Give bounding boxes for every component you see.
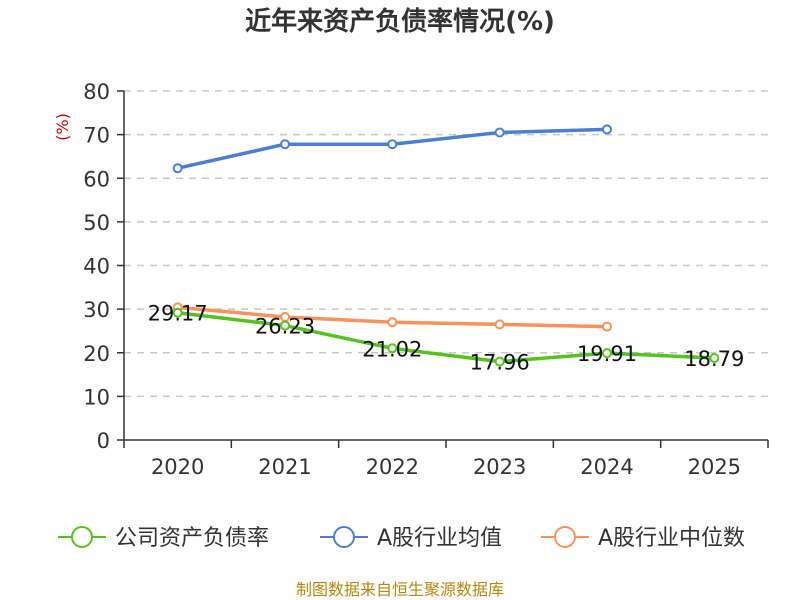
axes: 0 10 20 30 40 50 60 70 80 2020 2021 2022 2023 2024 202… [83, 80, 769, 479]
y-tick-label-10: 10 [83, 385, 110, 409]
x-tick-label-2021: 2021 [258, 455, 311, 479]
y-tick-label-20: 20 [83, 342, 110, 366]
series-0-point-0 [172, 307, 183, 318]
y-tick-label-30: 30 [83, 298, 110, 322]
y-tick-label-0: 0 [97, 429, 110, 453]
x-tick-label-2024: 2024 [580, 455, 633, 479]
series-group: 29.17 26.23 21.02 17.96 19.91 18.79 [148, 124, 744, 375]
series-2-point-3 [494, 319, 505, 330]
data-label-5: 18.79 [684, 347, 744, 371]
legend-label-0: 公司资产负债率 [115, 526, 269, 551]
x-tick-label-2022: 2022 [366, 455, 419, 479]
legend-item-1: A股行业均值 [320, 526, 502, 551]
series-0-point-5 [709, 353, 720, 364]
legend: 公司资产负债率 A股行业均值 A股行业中位数 [58, 526, 745, 551]
series-1 [172, 124, 612, 174]
data-label-3: 17.96 [470, 351, 530, 375]
data-label-2: 21.02 [362, 337, 422, 361]
data-source-note: 制图数据来自恒生聚源数据库 [296, 580, 504, 599]
y-tick-label-70: 70 [83, 124, 110, 148]
series-0 [172, 307, 720, 367]
data-label-1: 26.23 [255, 315, 315, 339]
legend-item-0: 公司资产负债率 [58, 526, 269, 551]
series-1-point-2 [387, 139, 398, 150]
legend-label-2: A股行业中位数 [598, 526, 745, 551]
series-2 [172, 302, 612, 332]
series-0-point-4 [602, 348, 612, 359]
series-0-point-1 [280, 320, 290, 331]
legend-swatch-marker-1 [333, 526, 355, 548]
series-1-point-1 [280, 139, 290, 150]
y-tick-label-60: 60 [83, 167, 110, 191]
series-0-point-2 [387, 343, 398, 354]
legend-swatch-marker-2 [554, 526, 576, 548]
data-label-4: 19.91 [577, 342, 637, 366]
series-1-point-0 [172, 163, 183, 174]
legend-item-2: A股行业中位数 [541, 526, 745, 551]
chart-title: 近年来资产负债率情况(%) [245, 6, 555, 37]
legend-label-1: A股行业均值 [377, 526, 502, 551]
y-tick-label-40: 40 [83, 255, 110, 279]
x-tick-label-2020: 2020 [151, 455, 204, 479]
series-2-point-2 [387, 317, 398, 328]
legend-swatch-marker-0 [71, 526, 93, 548]
y-tick-label-80: 80 [83, 80, 110, 104]
grid-lines [124, 90, 768, 398]
series-0-line [177, 311, 715, 364]
series-0-point-3 [494, 356, 505, 367]
series-1-point-4 [602, 124, 612, 135]
y-tick-label-50: 50 [83, 211, 110, 235]
y-axis-unit-label: (%) [53, 113, 72, 141]
data-label-0: 29.17 [148, 302, 208, 326]
x-tick-label-2025: 2025 [688, 455, 741, 479]
series-1-point-3 [494, 127, 505, 138]
x-tick-label-2023: 2023 [473, 455, 526, 479]
series-2-point-4 [602, 321, 612, 332]
